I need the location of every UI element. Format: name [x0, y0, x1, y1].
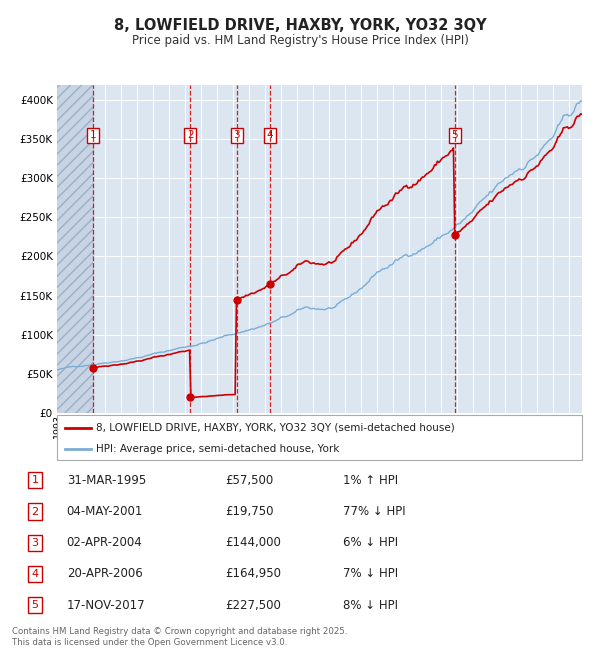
Text: 5: 5 — [452, 131, 458, 140]
Text: 5: 5 — [32, 600, 38, 610]
Text: £227,500: £227,500 — [225, 599, 281, 612]
Text: Price paid vs. HM Land Registry's House Price Index (HPI): Price paid vs. HM Land Registry's House … — [131, 34, 469, 47]
Bar — [57, 84, 93, 413]
Text: 4: 4 — [31, 569, 38, 579]
Bar — [57, 84, 93, 413]
FancyBboxPatch shape — [57, 415, 582, 460]
Text: 1% ↑ HPI: 1% ↑ HPI — [343, 474, 398, 487]
Text: 2: 2 — [187, 131, 194, 140]
Text: 7% ↓ HPI: 7% ↓ HPI — [343, 567, 398, 580]
Text: £164,950: £164,950 — [225, 567, 281, 580]
Text: £19,750: £19,750 — [225, 505, 274, 518]
Text: 20-APR-2006: 20-APR-2006 — [67, 567, 142, 580]
Text: HPI: Average price, semi-detached house, York: HPI: Average price, semi-detached house,… — [97, 443, 340, 454]
Text: 3: 3 — [32, 538, 38, 548]
Text: 8, LOWFIELD DRIVE, HAXBY, YORK, YO32 3QY (semi-detached house): 8, LOWFIELD DRIVE, HAXBY, YORK, YO32 3QY… — [97, 422, 455, 433]
Text: 17-NOV-2017: 17-NOV-2017 — [67, 599, 145, 612]
Text: 1: 1 — [32, 475, 38, 486]
Text: 04-MAY-2001: 04-MAY-2001 — [67, 505, 143, 518]
Text: Contains HM Land Registry data © Crown copyright and database right 2025.
This d: Contains HM Land Registry data © Crown c… — [12, 627, 347, 647]
Text: 77% ↓ HPI: 77% ↓ HPI — [343, 505, 406, 518]
Text: 6% ↓ HPI: 6% ↓ HPI — [343, 536, 398, 549]
Text: 31-MAR-1995: 31-MAR-1995 — [67, 474, 146, 487]
Text: 02-APR-2004: 02-APR-2004 — [67, 536, 142, 549]
Text: 1: 1 — [89, 131, 96, 140]
Text: 4: 4 — [266, 131, 273, 140]
Text: 3: 3 — [233, 131, 240, 140]
Text: 8, LOWFIELD DRIVE, HAXBY, YORK, YO32 3QY: 8, LOWFIELD DRIVE, HAXBY, YORK, YO32 3QY — [113, 18, 487, 33]
Text: £57,500: £57,500 — [225, 474, 274, 487]
Text: 2: 2 — [31, 506, 38, 517]
Text: 8% ↓ HPI: 8% ↓ HPI — [343, 599, 398, 612]
Text: £144,000: £144,000 — [225, 536, 281, 549]
